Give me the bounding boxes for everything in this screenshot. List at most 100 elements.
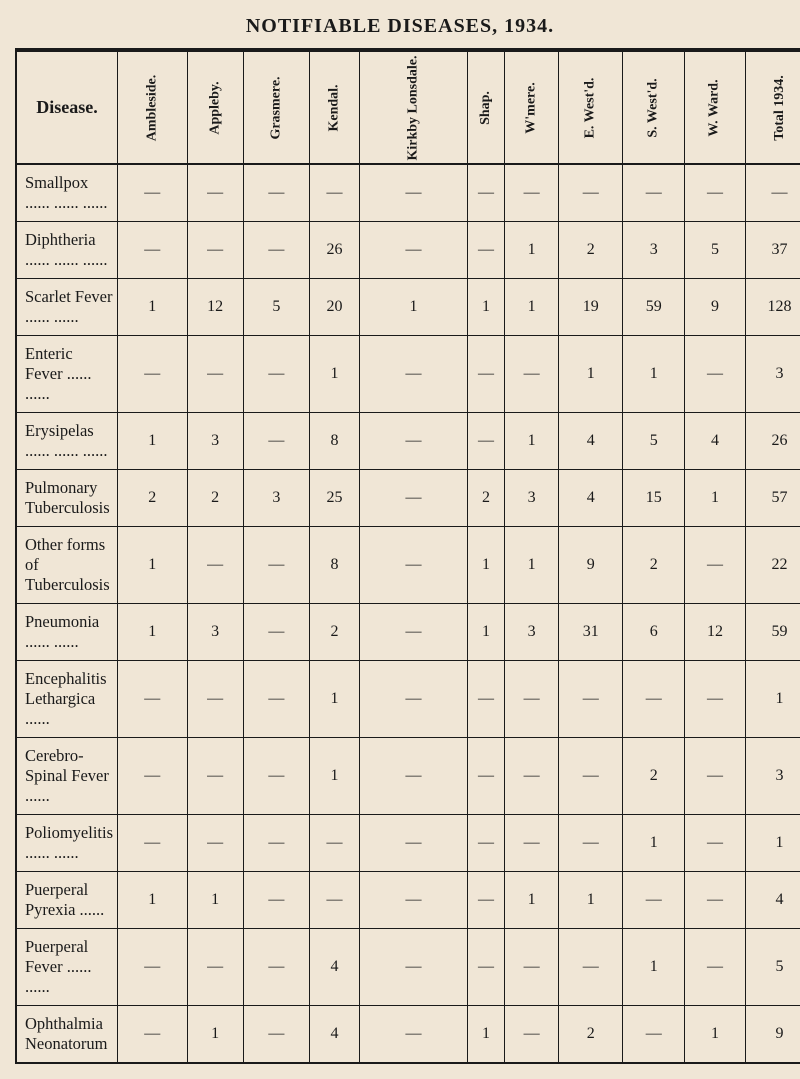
data-cell: 1 bbox=[118, 872, 188, 929]
col-kendal: Kendal. bbox=[309, 50, 359, 164]
data-cell: — bbox=[504, 661, 558, 738]
data-cell: — bbox=[118, 738, 188, 815]
disease-name: Puerperal Pyrexia ...... bbox=[16, 872, 118, 929]
col-ewestd: E. West'd. bbox=[559, 50, 623, 164]
data-cell: 5 bbox=[623, 413, 685, 470]
data-cell: — bbox=[118, 661, 188, 738]
data-cell: — bbox=[360, 872, 468, 929]
table-row: Cerebro-Spinal Fever ......———1————2—34 bbox=[16, 738, 800, 815]
data-cell: 2 bbox=[559, 1006, 623, 1064]
data-cell: 1 bbox=[559, 336, 623, 413]
table-row: Puerperal Fever ...... ......———4————1—5… bbox=[16, 929, 800, 1006]
table-row: Other forms of Tuberculosis1——8—1192—221… bbox=[16, 527, 800, 604]
data-cell: 1 bbox=[504, 222, 558, 279]
data-cell: 5 bbox=[685, 222, 745, 279]
data-cell: 20 bbox=[309, 279, 359, 336]
data-cell: — bbox=[685, 336, 745, 413]
data-cell: 3 bbox=[187, 604, 243, 661]
data-cell: — bbox=[504, 815, 558, 872]
col-wmere: W'mere. bbox=[504, 50, 558, 164]
data-cell: 2 bbox=[187, 470, 243, 527]
data-cell: — bbox=[559, 815, 623, 872]
data-cell: 1 bbox=[623, 336, 685, 413]
data-cell: 1 bbox=[118, 604, 188, 661]
data-cell: 1 bbox=[745, 815, 800, 872]
table-row: Encephalitis Lethargica ......———1——————… bbox=[16, 661, 800, 738]
data-cell: — bbox=[685, 661, 745, 738]
data-cell: — bbox=[623, 164, 685, 222]
data-cell: — bbox=[118, 164, 188, 222]
data-cell: 37 bbox=[745, 222, 800, 279]
data-cell: 15 bbox=[623, 470, 685, 527]
data-cell: 12 bbox=[187, 279, 243, 336]
col-appleby: Appleby. bbox=[187, 50, 243, 164]
data-cell: — bbox=[559, 929, 623, 1006]
data-cell: 3 bbox=[504, 470, 558, 527]
data-cell: 3 bbox=[623, 222, 685, 279]
data-cell: — bbox=[118, 336, 188, 413]
data-cell: — bbox=[243, 738, 309, 815]
data-cell: 59 bbox=[745, 604, 800, 661]
data-cell: — bbox=[468, 738, 505, 815]
data-cell: 1 bbox=[504, 872, 558, 929]
data-cell: 9 bbox=[745, 1006, 800, 1064]
data-cell: — bbox=[118, 222, 188, 279]
data-cell: — bbox=[360, 929, 468, 1006]
data-cell: 1 bbox=[118, 413, 188, 470]
diseases-table: Disease. Ambleside. Appleby. Grasmere. K… bbox=[15, 48, 800, 1064]
data-cell: 4 bbox=[559, 470, 623, 527]
data-cell: — bbox=[243, 164, 309, 222]
disease-name: Pulmonary Tuberculosis bbox=[16, 470, 118, 527]
disease-name: Scarlet Fever ...... ...... bbox=[16, 279, 118, 336]
data-cell: 4 bbox=[559, 413, 623, 470]
col-ambleside: Ambleside. bbox=[118, 50, 188, 164]
data-cell: — bbox=[468, 164, 505, 222]
data-cell: 1 bbox=[745, 661, 800, 738]
data-cell: 1 bbox=[118, 527, 188, 604]
data-cell: 1 bbox=[360, 279, 468, 336]
data-cell: 19 bbox=[559, 279, 623, 336]
data-cell: — bbox=[623, 1006, 685, 1064]
data-cell: 2 bbox=[309, 604, 359, 661]
header-row: Disease. Ambleside. Appleby. Grasmere. K… bbox=[16, 50, 800, 164]
data-cell: 2 bbox=[623, 738, 685, 815]
col-shap: Shap. bbox=[468, 50, 505, 164]
data-cell: 1 bbox=[118, 279, 188, 336]
data-cell: — bbox=[187, 222, 243, 279]
disease-name: Erysipelas ...... ...... ...... bbox=[16, 413, 118, 470]
data-cell: — bbox=[468, 413, 505, 470]
data-cell: — bbox=[309, 815, 359, 872]
data-cell: — bbox=[504, 164, 558, 222]
data-cell: — bbox=[243, 661, 309, 738]
data-cell: 4 bbox=[309, 929, 359, 1006]
disease-name: Poliomyelitis ...... ...... bbox=[16, 815, 118, 872]
data-cell: 4 bbox=[745, 872, 800, 929]
data-cell: — bbox=[360, 604, 468, 661]
data-cell: 6 bbox=[623, 604, 685, 661]
data-cell: — bbox=[360, 815, 468, 872]
table-row: Poliomyelitis ...... ......————————1—11 bbox=[16, 815, 800, 872]
data-cell: — bbox=[243, 815, 309, 872]
data-cell: 1 bbox=[623, 929, 685, 1006]
data-cell: 1 bbox=[623, 815, 685, 872]
data-cell: — bbox=[187, 929, 243, 1006]
disease-name: Diphtheria ...... ...... ...... bbox=[16, 222, 118, 279]
data-cell: — bbox=[187, 527, 243, 604]
data-cell: 1 bbox=[504, 279, 558, 336]
data-cell: 3 bbox=[504, 604, 558, 661]
data-cell: — bbox=[118, 815, 188, 872]
table-row: Erysipelas ...... ...... ......13—8——145… bbox=[16, 413, 800, 470]
data-cell: — bbox=[243, 929, 309, 1006]
disease-name: Other forms of Tuberculosis bbox=[16, 527, 118, 604]
disease-name: Ophthalmia Neonatorum bbox=[16, 1006, 118, 1064]
data-cell: — bbox=[360, 661, 468, 738]
data-cell: — bbox=[360, 336, 468, 413]
data-cell: 1 bbox=[309, 738, 359, 815]
data-cell: 2 bbox=[118, 470, 188, 527]
data-cell: — bbox=[187, 738, 243, 815]
col-disease: Disease. bbox=[16, 50, 118, 164]
col-swestd: S. West'd. bbox=[623, 50, 685, 164]
data-cell: — bbox=[685, 929, 745, 1006]
data-cell: 5 bbox=[243, 279, 309, 336]
col-wward: W. Ward. bbox=[685, 50, 745, 164]
